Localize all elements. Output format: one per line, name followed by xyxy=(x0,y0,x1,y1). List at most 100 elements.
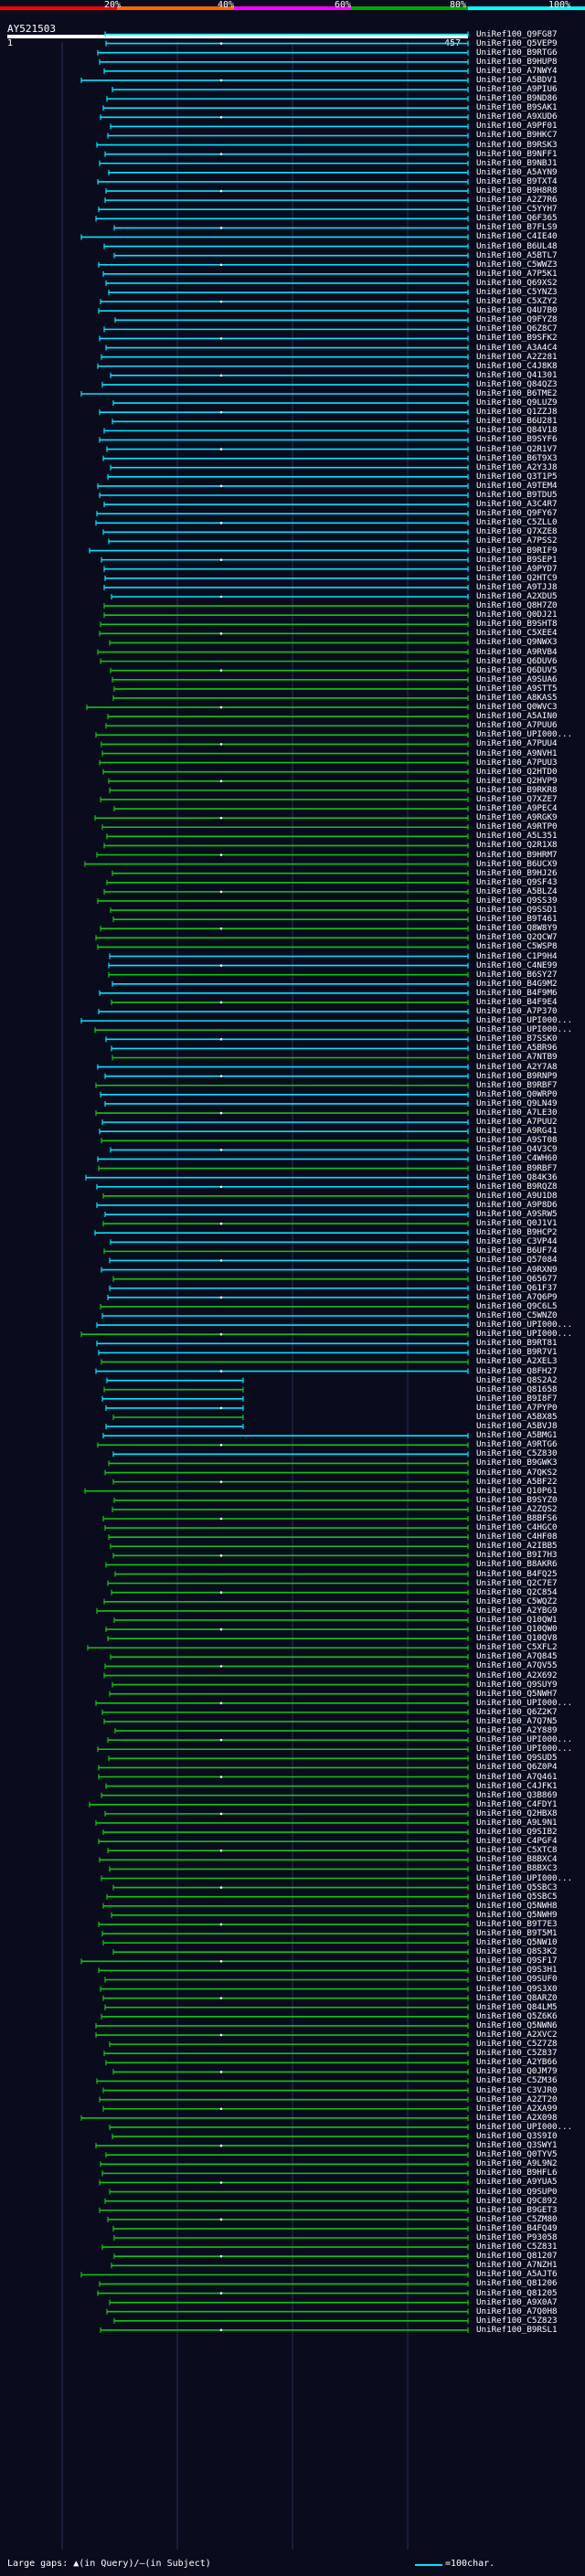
hit-label[interactable]: UniRef100_C5XEE4 xyxy=(476,628,558,639)
hit-label[interactable]: UniRef100_A5BF22 xyxy=(476,1476,558,1487)
hit-label[interactable]: UniRef100_UPI000... xyxy=(476,1024,573,1035)
hit-label[interactable]: UniRef100_Q81207 xyxy=(476,2251,558,2262)
hit-label[interactable]: UniRef100_A5BX85 xyxy=(476,1412,558,1422)
hit-label[interactable]: UniRef100_B9RIF9 xyxy=(476,545,558,556)
hit-label[interactable]: UniRef100_Q9FG87 xyxy=(476,28,558,39)
hit-label[interactable]: UniRef100_C5XZY2 xyxy=(476,296,558,307)
hit-label[interactable]: UniRef100_C1P9H4 xyxy=(476,950,558,961)
hit-label[interactable]: UniRef100_Q7XZE8 xyxy=(476,526,558,537)
hit-label[interactable]: UniRef100_A2X098 xyxy=(476,2112,558,2123)
hit-label[interactable]: UniRef100_A2ZQS2 xyxy=(476,1503,558,1514)
hit-label[interactable]: UniRef100_Q3B869 xyxy=(476,1789,558,1800)
hit-label[interactable]: UniRef100_B9ND86 xyxy=(476,93,558,104)
hit-label[interactable]: UniRef100_C5WWZ3 xyxy=(476,259,558,270)
hit-label[interactable]: UniRef100_B9RSL1 xyxy=(476,2324,558,2335)
hit-label[interactable]: UniRef100_Q61F37 xyxy=(476,1282,558,1293)
hit-label[interactable]: UniRef100_B9SAK1 xyxy=(476,102,558,113)
hit-label[interactable]: UniRef100_A2IBB5 xyxy=(476,1541,558,1552)
hit-label[interactable]: UniRef100_Q7XZE7 xyxy=(476,793,558,804)
hit-label[interactable]: UniRef100_Q84LM5 xyxy=(476,2001,558,2012)
hit-label[interactable]: UniRef100_Q5NWN6 xyxy=(476,2019,558,2030)
hit-label[interactable]: UniRef100_A2YBG9 xyxy=(476,1605,558,1616)
hit-label[interactable]: UniRef100_B9R7V1 xyxy=(476,1347,558,1358)
hit-label[interactable]: UniRef100_Q5NW10 xyxy=(476,1937,558,1948)
hit-label[interactable]: UniRef100_B7SSK0 xyxy=(476,1034,558,1044)
hit-label[interactable]: UniRef100_Q0JM79 xyxy=(476,2066,558,2077)
hit-label[interactable]: UniRef100_Q65677 xyxy=(476,1273,558,1284)
hit-label[interactable]: UniRef100_A5AYN9 xyxy=(476,166,558,177)
hit-label[interactable]: UniRef100_A9RTP0 xyxy=(476,822,558,832)
hit-label[interactable]: UniRef100_B8BXC4 xyxy=(476,1854,558,1865)
hit-label[interactable]: UniRef100_A7PUU2 xyxy=(476,1117,558,1128)
hit-label[interactable]: UniRef100_A7PUU4 xyxy=(476,738,558,749)
hit-label[interactable]: UniRef100_Q10QW0 xyxy=(476,1624,558,1635)
hit-label[interactable]: UniRef100_A5L351 xyxy=(476,831,558,842)
hit-label[interactable]: UniRef100_Q8H7Z0 xyxy=(476,600,558,611)
hit-label[interactable]: UniRef100_Q6Z8C7 xyxy=(476,323,558,334)
hit-label[interactable]: UniRef100_Q9SUP0 xyxy=(476,2186,558,2197)
hit-label[interactable]: UniRef100_A9RXN9 xyxy=(476,1264,558,1275)
hit-label[interactable]: UniRef100_C5ZM36 xyxy=(476,2075,558,2086)
hit-label[interactable]: UniRef100_Q5NWH8 xyxy=(476,1900,558,1911)
hit-label[interactable]: UniRef100_A9XUD6 xyxy=(476,111,558,122)
hit-label[interactable]: UniRef100_B9HUP8 xyxy=(476,56,558,67)
hit-label[interactable]: UniRef100_B9SFK2 xyxy=(476,333,558,344)
hit-label[interactable]: UniRef100_C5Z823 xyxy=(476,2315,558,2326)
hit-label[interactable]: UniRef100_A9L9N2 xyxy=(476,2158,558,2169)
hit-label[interactable]: UniRef100_UPI000... xyxy=(476,1320,573,1330)
hit-label[interactable]: UniRef100_C4IE40 xyxy=(476,231,558,242)
hit-label[interactable]: UniRef100_C5XFL2 xyxy=(476,1642,558,1653)
hit-label[interactable]: UniRef100_Q6F365 xyxy=(476,213,558,224)
hit-label[interactable]: UniRef100_A9U1D8 xyxy=(476,1190,558,1201)
hit-label[interactable]: UniRef100_C4WH60 xyxy=(476,1153,558,1164)
hit-label[interactable]: UniRef100_A9SRW5 xyxy=(476,1209,558,1220)
hit-label[interactable]: UniRef100_A2Y889 xyxy=(476,1725,558,1736)
hit-label[interactable]: UniRef100_A9TEM4 xyxy=(476,480,558,491)
hit-label[interactable]: UniRef100_B9TXT4 xyxy=(476,175,558,186)
hit-label[interactable]: UniRef100_B6UF74 xyxy=(476,1246,558,1256)
hit-label[interactable]: UniRef100_Q2QCW7 xyxy=(476,932,558,943)
hit-label[interactable]: UniRef100_UPI000... xyxy=(476,729,573,740)
hit-label[interactable]: UniRef100_Q3SWY1 xyxy=(476,2140,558,2151)
hit-label[interactable]: UniRef100_B4FQ25 xyxy=(476,1568,558,1579)
hit-label[interactable]: UniRef100_B9GWK3 xyxy=(476,1458,558,1468)
hit-label[interactable]: UniRef100_A3A4C4 xyxy=(476,342,558,353)
hit-label[interactable]: UniRef100_A7NTB9 xyxy=(476,1052,558,1063)
hit-label[interactable]: UniRef100_Q2R1V7 xyxy=(476,443,558,454)
hit-label[interactable]: UniRef100_B6UL48 xyxy=(476,240,558,251)
hit-label[interactable]: UniRef100_C5WSP8 xyxy=(476,941,558,952)
hit-label[interactable]: UniRef100_B9RQZ8 xyxy=(476,1181,558,1192)
hit-label[interactable]: UniRef100_B9RBF7 xyxy=(476,1079,558,1090)
hit-label[interactable]: UniRef100_B6U281 xyxy=(476,416,558,427)
hit-label[interactable]: UniRef100_Q69XS2 xyxy=(476,277,558,288)
hit-label[interactable]: UniRef100_Q5VEP9 xyxy=(476,37,558,48)
hit-label[interactable]: UniRef100_B6T9X3 xyxy=(476,452,558,463)
hit-label[interactable]: UniRef100_Q9NWX3 xyxy=(476,637,558,648)
hit-label[interactable]: UniRef100_Q2HTD0 xyxy=(476,766,558,777)
hit-label[interactable]: UniRef100_Q9C6L5 xyxy=(476,1300,558,1311)
hit-label[interactable]: UniRef100_Q84K36 xyxy=(476,1171,558,1182)
hit-label[interactable]: UniRef100_Q9FYZ8 xyxy=(476,314,558,325)
hit-label[interactable]: UniRef100_UPI000... xyxy=(476,1015,573,1026)
hit-label[interactable]: UniRef100_C4NE99 xyxy=(476,959,558,970)
hit-label[interactable]: UniRef100_C5ZLL0 xyxy=(476,517,558,528)
hit-label[interactable]: UniRef100_Q81658 xyxy=(476,1383,558,1394)
hit-label[interactable]: UniRef100_Q6Z0P4 xyxy=(476,1762,558,1773)
hit-label[interactable]: UniRef100_A9STT5 xyxy=(476,683,558,694)
hit-label[interactable]: UniRef100_A9SUA6 xyxy=(476,673,558,684)
hit-label[interactable]: UniRef100_A7QV55 xyxy=(476,1660,558,1671)
hit-label[interactable]: UniRef100_Q0WRP0 xyxy=(476,1088,558,1099)
hit-label[interactable]: UniRef100_A2Y3J8 xyxy=(476,461,558,472)
hit-label[interactable]: UniRef100_Q81206 xyxy=(476,2278,558,2289)
hit-label[interactable]: UniRef100_Q2C854 xyxy=(476,1586,558,1597)
hit-label[interactable]: UniRef100_Q2HTC9 xyxy=(476,572,558,583)
hit-label[interactable]: UniRef100_A2X692 xyxy=(476,1670,558,1680)
hit-label[interactable]: UniRef100_UPI000... xyxy=(476,1872,573,1883)
hit-label[interactable]: UniRef100_Q2R1X8 xyxy=(476,840,558,851)
hit-label[interactable]: UniRef100_Q81205 xyxy=(476,2287,558,2298)
hit-label[interactable]: UniRef100_UPI000... xyxy=(476,1744,573,1754)
hit-label[interactable]: UniRef100_A5AJT6 xyxy=(476,2269,558,2280)
hit-label[interactable]: UniRef100_Q9SF43 xyxy=(476,876,558,887)
hit-label[interactable]: UniRef100_B9T5M1 xyxy=(476,1928,558,1939)
hit-label[interactable]: UniRef100_B4F9E4 xyxy=(476,996,558,1007)
